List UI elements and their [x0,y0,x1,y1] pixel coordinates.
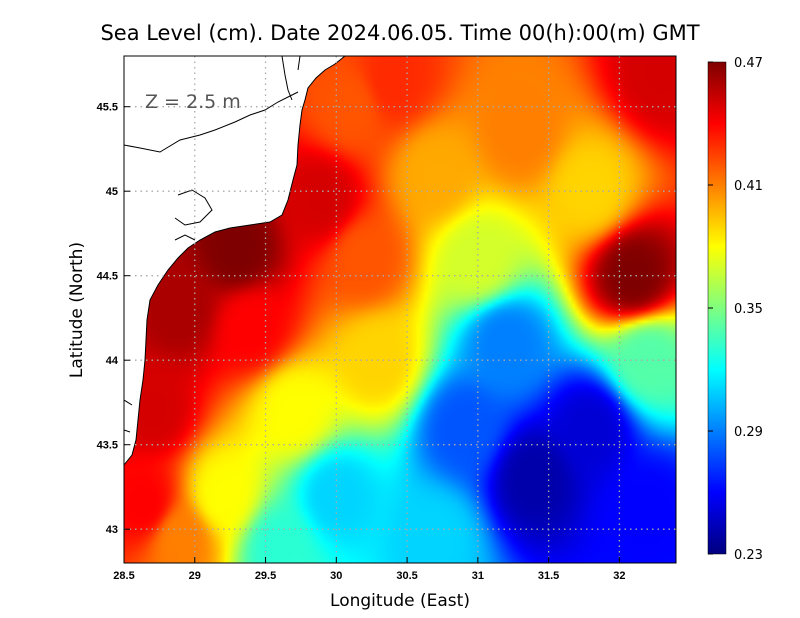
colorbar-tick-label: 0.23 [734,548,763,563]
x-tick-label: 28.5 [113,570,134,582]
colorbar-tick-label: 0.47 [734,56,763,71]
chart-title: Sea Level (cm). Date 2024.06.05. Time 00… [100,21,699,45]
y-tick-label: 44.5 [97,271,118,283]
depth-annotation: Z = 2.5 m [145,91,241,113]
y-tick-label: 43 [106,524,118,536]
land-mass [124,56,345,465]
colorbar-tick-label: 0.35 [734,302,763,317]
x-tick-label: 30.5 [396,570,417,582]
colorbar-ticks: 0.47 0.41 0.35 0.29 0.23 [708,56,763,563]
coastline [124,56,346,466]
y-tick-label: 45 [106,186,118,198]
y-tick-label: 45.5 [97,102,118,114]
y-axis-ticks: 43 43.5 44 44.5 45 45.5 [97,102,130,536]
x-tick-label: 31 [472,570,484,582]
colorbar-tick-label: 0.29 [734,425,763,440]
y-axis-label: Latitude (North) [67,242,87,378]
x-tick-label: 29 [189,570,201,582]
x-tick-label: 31.5 [538,570,559,582]
plot-area: Z = 2.5 m [124,56,676,563]
land-detail-lines [124,56,301,433]
grid-lines [124,56,676,563]
plot-frame [123,55,677,564]
y-tick-label: 44 [106,355,119,367]
x-axis-label: Longitude (East) [330,591,470,611]
x-tick-label: 29.5 [255,570,276,582]
x-axis-ticks: 28.5 29 29.5 30 30.5 31 31.5 32 [113,557,626,582]
y-tick-label: 43.5 [97,440,118,452]
x-tick-label: 30 [330,570,342,582]
colorbar-tick-label: 0.41 [734,179,763,194]
x-tick-label: 32 [613,570,625,582]
